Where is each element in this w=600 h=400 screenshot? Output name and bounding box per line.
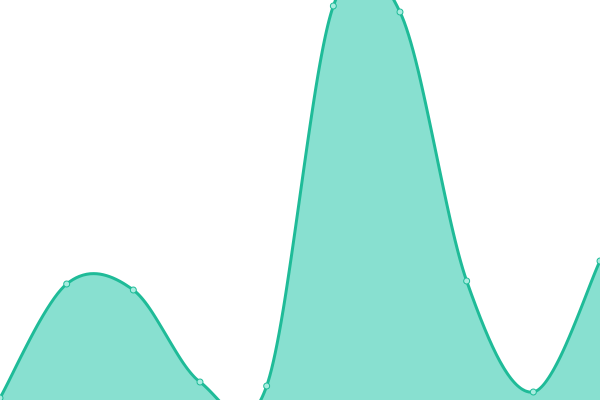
data-point-8 bbox=[529, 388, 537, 396]
data-point-9 bbox=[596, 257, 600, 265]
data-point-5 bbox=[329, 2, 337, 10]
data-point-2 bbox=[129, 286, 137, 294]
data-point-0 bbox=[0, 394, 4, 400]
data-point-7 bbox=[463, 277, 471, 285]
data-point-4 bbox=[263, 382, 271, 390]
data-point-6 bbox=[396, 8, 404, 16]
data-point-3 bbox=[196, 378, 204, 386]
data-point-1 bbox=[63, 280, 71, 288]
